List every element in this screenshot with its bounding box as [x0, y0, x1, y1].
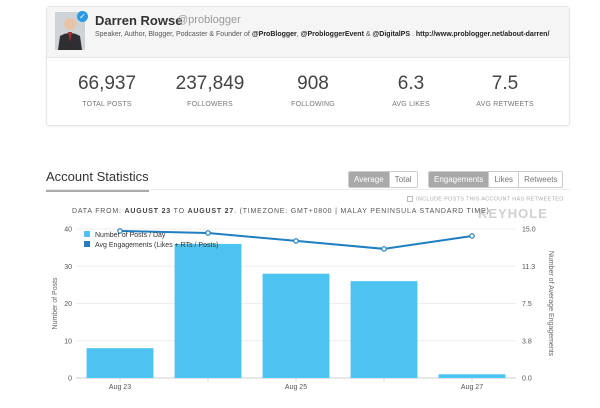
- stat-avg-likes: 6.3 AVG LIKES: [359, 73, 463, 108]
- profile-card: ✓ Darren Rowse @problogger Speaker, Auth…: [46, 6, 570, 126]
- include-retweets-label: INCLUDE POSTS THIS ACCOUNT HAS RETWEETED: [416, 196, 564, 203]
- stat-value: 66,937: [77, 73, 137, 94]
- toggle-engagements[interactable]: Engagements: [429, 172, 489, 187]
- include-retweets-checkbox[interactable]: [407, 196, 413, 202]
- line-point-avg-engagements: [381, 246, 387, 252]
- line-point-avg-engagements: [469, 233, 475, 239]
- bar-posts-per-day: [262, 273, 330, 378]
- y-right-tick-label: 15.0: [522, 227, 536, 234]
- legend-label-engagements: Avg Engagements (Likes + RTs / Posts): [95, 242, 218, 249]
- profile-bio: Speaker, Author, Blogger, Podcaster & Fo…: [95, 30, 557, 40]
- y-left-tick-label: 40: [64, 227, 72, 234]
- section-title: Account Statistics: [46, 169, 149, 192]
- y-right-tick-label: 11.3: [522, 264, 535, 271]
- y-right-tick-label: 3.8: [522, 338, 532, 345]
- bar-posts-per-day: [86, 348, 154, 378]
- stat-value: 7.5: [491, 73, 519, 94]
- stat-avg-retweets: 7.5 AVG RETWEETS: [453, 73, 557, 108]
- bio-separator: .: [410, 31, 416, 38]
- y-right-tick-label: 7.5: [522, 301, 532, 308]
- y-left-tick-label: 20: [64, 301, 72, 308]
- toggle-total[interactable]: Total: [388, 172, 417, 187]
- stat-label: AVG RETWEETS: [476, 101, 534, 108]
- stat-label: FOLLOWERS: [187, 101, 233, 108]
- stat-total-posts: 66,937 TOTAL POSTS: [55, 73, 159, 108]
- profile-name[interactable]: Darren Rowse: [95, 13, 183, 28]
- bio-separator: ,: [296, 31, 301, 38]
- stat-label: TOTAL POSTS: [82, 101, 132, 108]
- verified-badge-icon: ✓: [77, 11, 88, 22]
- section-divider: [46, 189, 570, 190]
- stat-label: FOLLOWING: [291, 101, 335, 108]
- bio-separator: &: [363, 31, 373, 38]
- bio-mention-problogger[interactable]: @ProBlogger: [251, 31, 297, 38]
- stat-value: 908: [297, 73, 329, 94]
- bar-posts-per-day: [174, 243, 242, 378]
- toggle-average[interactable]: Average: [349, 172, 389, 187]
- include-retweets-option[interactable]: INCLUDE POSTS THIS ACCOUNT HAS RETWEETED: [407, 196, 563, 202]
- date-to-label: TO: [173, 208, 185, 215]
- stat-label: AVG LIKES: [392, 101, 430, 108]
- legend-swatch-engagements: [84, 241, 90, 247]
- timezone-text: . (TIMEZONE: GMT+0800 | MALAY PENINSULA …: [234, 208, 490, 215]
- stat-followers: 237,849 FOLLOWERS: [158, 73, 262, 108]
- legend-swatch-posts: [84, 231, 90, 237]
- bio-mention-digitalps[interactable]: @DigitalPS: [372, 31, 411, 38]
- x-tick-label: Aug 23: [109, 384, 131, 391]
- date-from-label: DATA FROM:: [72, 208, 122, 215]
- stat-value: 237,849: [175, 73, 245, 94]
- bio-text: Speaker, Author, Blogger, Podcaster & Fo…: [95, 31, 252, 38]
- metric-toggle: Engagements Likes Retweets: [428, 171, 564, 188]
- date-range-text: DATA FROM: AUGUST 23 TO AUGUST 27. (TIME…: [72, 208, 490, 215]
- line-point-avg-engagements: [205, 230, 211, 236]
- y-left-tick-label: 30: [64, 264, 72, 271]
- date-to: AUGUST 27: [187, 208, 235, 215]
- y-left-tick-label: 10: [64, 338, 72, 345]
- y-right-axis-title: Number of Average Engagements: [547, 251, 554, 357]
- profile-handle[interactable]: @problogger: [177, 14, 241, 26]
- bio-url-link[interactable]: http://www.problogger.net/about-darren/: [415, 31, 550, 38]
- legend-label-posts: Number of Posts / Day: [95, 232, 166, 239]
- stat-following: 908 FOLLOWING: [261, 73, 365, 108]
- toggle-likes[interactable]: Likes: [488, 172, 519, 187]
- mode-toggle: Average Total: [348, 171, 418, 188]
- bar-posts-per-day: [438, 374, 506, 378]
- line-point-avg-engagements: [293, 238, 299, 244]
- x-tick-label: Aug 27: [461, 384, 483, 391]
- bio-mention-problogger-event[interactable]: @ProbloggerEvent: [300, 31, 364, 38]
- y-right-tick-label: 0.0: [522, 376, 532, 383]
- x-tick-label: Aug 25: [285, 384, 307, 391]
- line-point-avg-engagements: [117, 228, 123, 234]
- watermark-logo: KEYHOLE: [478, 206, 548, 221]
- stat-value: 6.3: [397, 73, 425, 94]
- date-from: AUGUST 23: [124, 208, 171, 215]
- bar-posts-per-day: [350, 281, 418, 378]
- y-left-axis-title: Number of Posts: [52, 277, 59, 330]
- toggle-retweets[interactable]: Retweets: [518, 172, 563, 187]
- profile-header: ✓ Darren Rowse @problogger Speaker, Auth…: [47, 7, 569, 58]
- y-left-tick-label: 0: [68, 376, 72, 383]
